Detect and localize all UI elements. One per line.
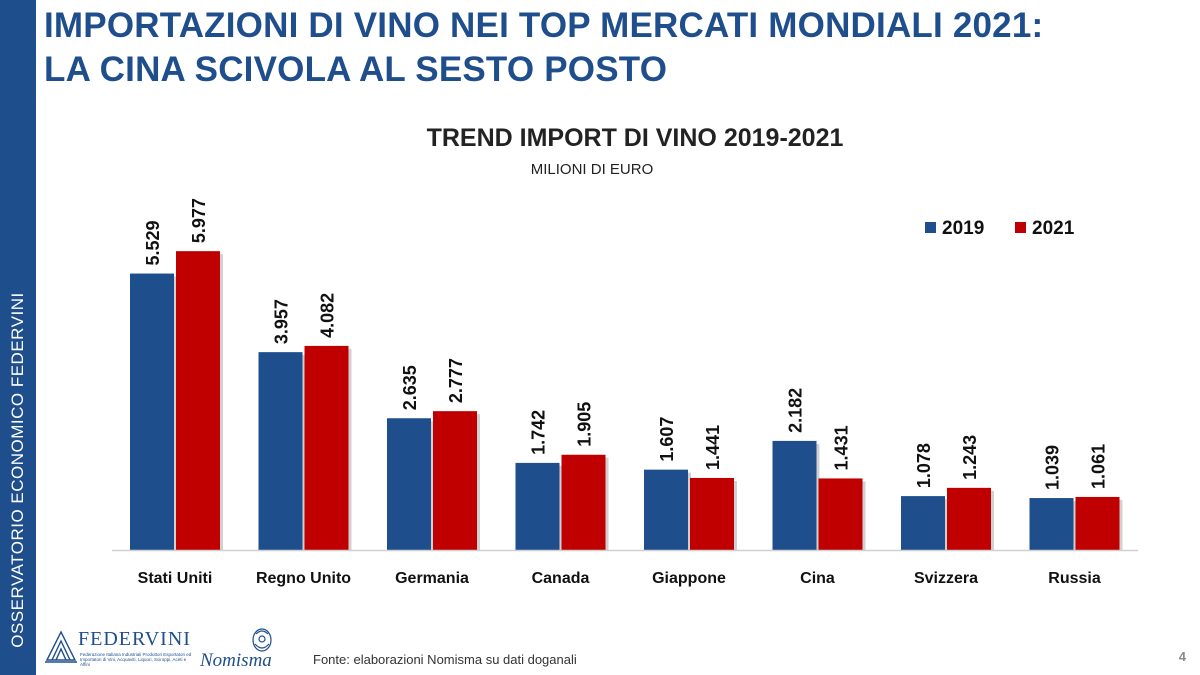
category-label-stati-uniti: Stati Uniti xyxy=(138,570,213,587)
federvini-logo-subtitle: Federazione Italiana Industriali Produtt… xyxy=(80,652,192,667)
category-label-cina: Cina xyxy=(800,570,835,587)
category-label-germania: Germania xyxy=(395,570,469,587)
nomisma-logo-text: Nomisma xyxy=(200,650,272,671)
category-label-giappone: Giappone xyxy=(652,570,726,587)
data-label-germania-2021: 2.777 xyxy=(446,358,466,403)
data-label-giappone-2019: 1.607 xyxy=(657,417,677,462)
bar-svizzera-2019 xyxy=(901,496,945,550)
federvini-emblem-icon xyxy=(45,630,77,663)
category-label-svizzera: Svizzera xyxy=(914,570,978,587)
legend-label-2021: 2021 xyxy=(1032,218,1075,239)
category-label-russia: Russia xyxy=(1048,570,1101,587)
legend-swatch-2019 xyxy=(925,222,936,233)
bar-canada-2019 xyxy=(515,462,560,550)
chart-title: TREND IMPORT DI VINO 2019-2021 xyxy=(427,124,844,152)
nomisma-logo: Nomisma xyxy=(200,626,295,672)
bar-cina-2021 xyxy=(818,478,863,550)
source-note: Fonte: elaborazioni Nomisma su dati doga… xyxy=(313,652,577,667)
page-title: IMPORTAZIONI DI VINO NEI TOP MERCATI MON… xyxy=(44,4,1043,92)
bar-giappone-2019 xyxy=(644,469,688,550)
data-label-russia-2021: 1.061 xyxy=(1089,444,1109,489)
bar-russia-2021 xyxy=(1075,496,1120,550)
bar-germania-2019 xyxy=(387,418,431,550)
page-title-line-2: LA CINA SCIVOLA AL SESTO POSTO xyxy=(44,50,668,89)
data-label-stati-uniti-2019: 5.529 xyxy=(143,221,163,266)
data-label-stati-uniti-2021: 5.977 xyxy=(189,198,209,243)
bar-stati-uniti-2019 xyxy=(130,273,174,550)
data-label-giappone-2021: 1.441 xyxy=(703,425,723,470)
data-label-russia-2019: 1.039 xyxy=(1043,445,1063,490)
chart-subtitle: MILIONI DI EURO xyxy=(531,161,654,178)
category-label-canada: Canada xyxy=(532,570,590,587)
federvini-logo-text: FEDERVINI xyxy=(78,628,191,650)
bar-regno-unito-2019 xyxy=(258,352,303,550)
data-label-cina-2019: 2.182 xyxy=(786,388,806,433)
data-label-regno-unito-2019: 3.957 xyxy=(272,299,292,344)
page-title-line-1: IMPORTAZIONI DI VINO NEI TOP MERCATI MON… xyxy=(44,6,1044,45)
bar-cina-2019 xyxy=(772,440,817,550)
federvini-logo: FEDERVINI Federazione Italiana Industria… xyxy=(44,628,194,672)
bar-regno-unito-2021 xyxy=(304,345,349,550)
data-label-svizzera-2019: 1.078 xyxy=(914,443,934,488)
data-label-regno-unito-2021: 4.082 xyxy=(318,293,338,338)
legend-label-2019: 2019 xyxy=(942,218,984,239)
bar-stati-uniti-2021 xyxy=(176,251,220,550)
data-label-canada-2019: 1.742 xyxy=(529,410,549,455)
bar-svizzera-2021 xyxy=(947,487,991,550)
legend-swatch-2021 xyxy=(1015,222,1026,233)
bar-germania-2021 xyxy=(433,411,477,550)
data-label-germania-2019: 2.635 xyxy=(400,365,420,410)
bar-russia-2019 xyxy=(1029,498,1074,550)
category-label-regno-unito: Regno Unito xyxy=(256,570,351,587)
nomisma-emblem-icon xyxy=(252,628,272,652)
page-number: 4 xyxy=(1178,649,1186,664)
data-label-canada-2021: 1.905 xyxy=(575,402,595,447)
bar-canada-2021 xyxy=(561,454,606,550)
data-label-svizzera-2021: 1.243 xyxy=(960,435,980,480)
data-label-cina-2021: 1.431 xyxy=(832,425,852,470)
bar-giappone-2021 xyxy=(690,477,734,550)
sidebar-band: OSSERVATORIO ECONOMICO FEDERVINI xyxy=(0,0,36,675)
